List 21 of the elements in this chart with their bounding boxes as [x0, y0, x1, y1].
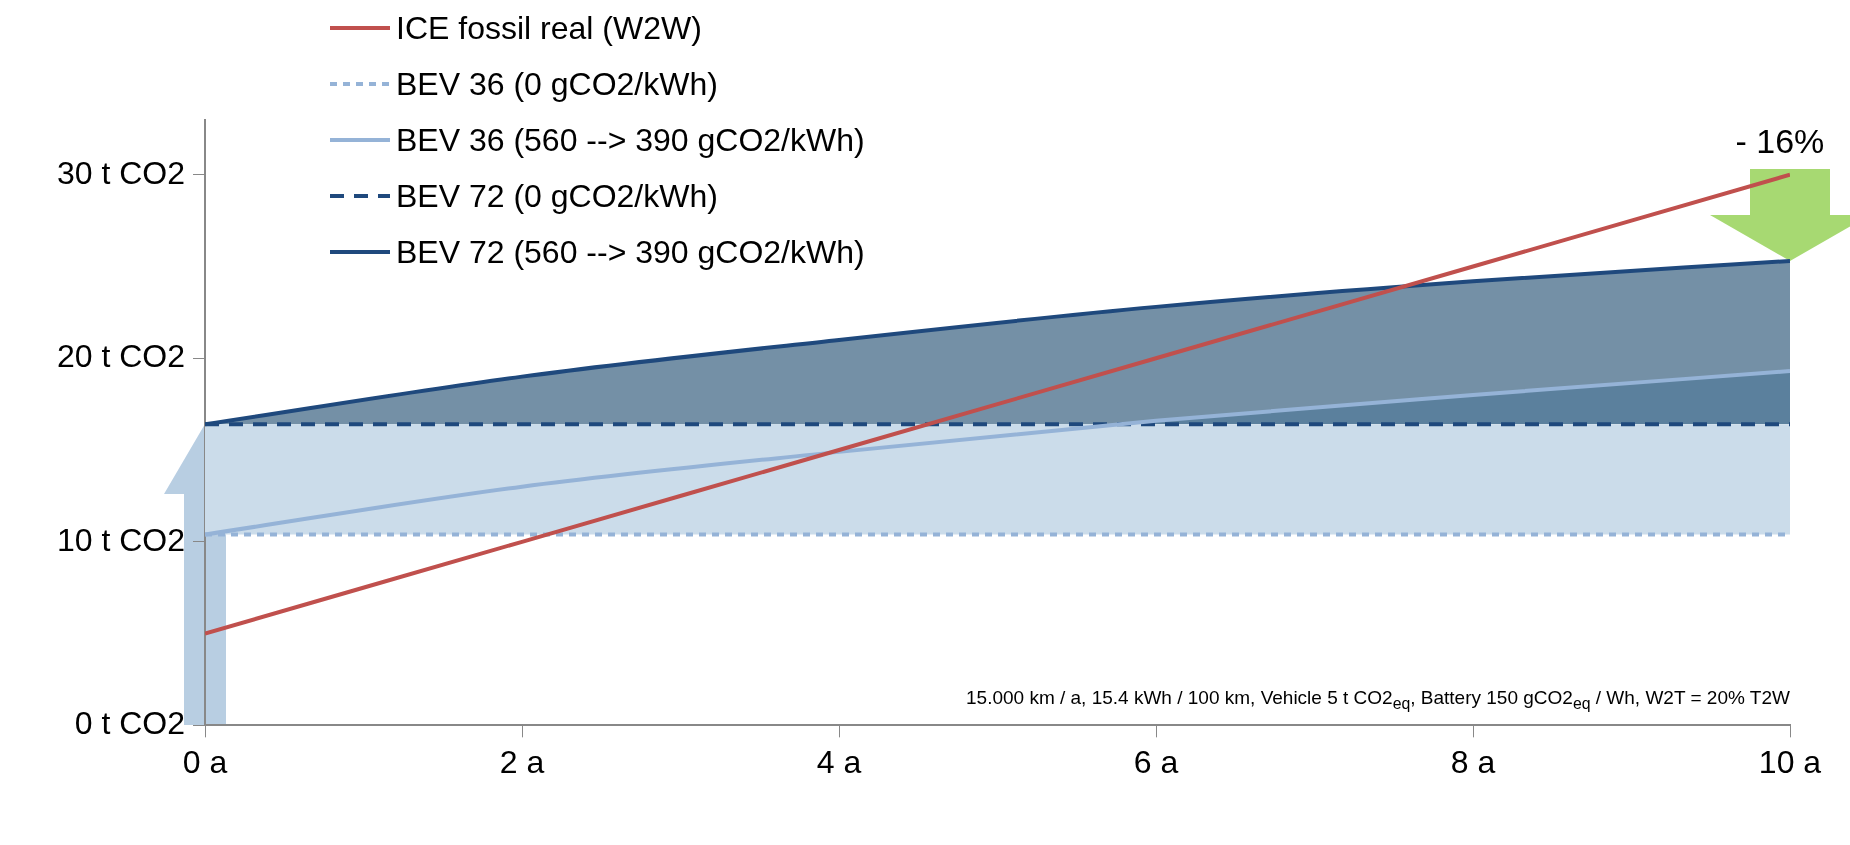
y-tick-label: 0 — [74, 705, 93, 742]
text: t CO2 — [101, 338, 185, 375]
x-tick-label: 10 a — [1758, 744, 1822, 781]
x-tick-label: 6 a — [1133, 744, 1179, 781]
text: t CO2 — [101, 154, 185, 191]
legend-label: BEV 72 (560 --> 390 gCO2/kWh) — [396, 233, 865, 272]
y-tick-label: 20 — [56, 338, 93, 375]
y-axis-title: t CO2 — [101, 705, 185, 742]
x-tick-label: 4 a — [816, 744, 862, 781]
legend-label: BEV 72 (0 gCO2/kWh) — [396, 177, 718, 216]
annotation: 15.000 km / a, 15.4 kWh / 100 km, Vehicle 5 t CO2$_{eq}$, Battery 150 gCO2$_{eq}$ / Wh, W2T = 20% T2W — [966, 687, 1790, 714]
y-tick-label: 10 — [56, 521, 93, 558]
y-tick-label: 30 — [56, 154, 93, 191]
legend-label: BEV 36 (0 gCO2/kWh) — [396, 65, 718, 104]
x-tick-label: 0 a — [182, 744, 228, 781]
annotation: - 16% — [1735, 121, 1825, 161]
x-tick-label: 2 a — [499, 744, 545, 781]
legend-label: BEV 36 (560 --> 390 gCO2/kWh) — [396, 121, 865, 160]
text: t CO2 — [101, 521, 185, 558]
x-tick-label: 8 a — [1450, 744, 1496, 781]
legend-label: ICE fossil real (W2W) — [396, 9, 702, 48]
